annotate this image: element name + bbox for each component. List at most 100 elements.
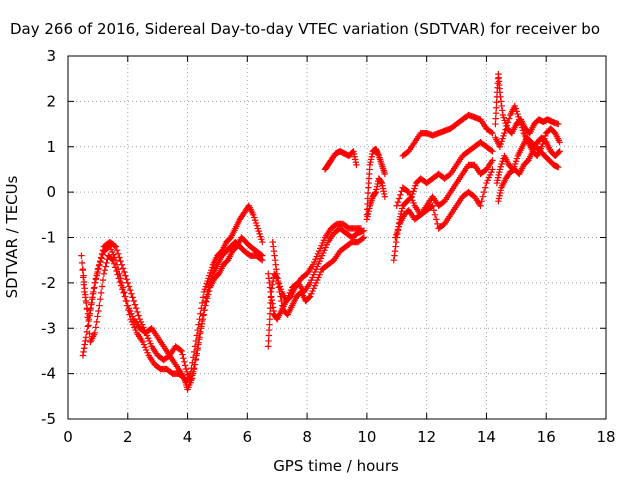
data-point [84,314,91,321]
data-point [277,293,284,300]
data-point [190,365,198,373]
data-point [87,306,94,314]
data-point [492,109,500,117]
data-point [198,320,206,327]
data-point [98,250,106,258]
data-point [395,195,403,202]
data-point [554,120,562,128]
series-track-3 [79,234,266,393]
data-point [79,266,87,273]
y-tick-label: 1 [46,138,56,156]
y-tick-label: -3 [41,319,56,337]
data-point [112,243,120,250]
data-point [134,308,141,316]
data-point [482,184,489,191]
data-point [89,290,97,297]
data-point [492,120,499,128]
data-point [265,343,272,350]
data-point [266,321,273,328]
data-point [118,261,125,268]
data-point [90,285,98,292]
data-point [404,188,411,195]
data-point [121,293,128,300]
data-point [204,291,212,298]
data-point [202,302,209,309]
y-tick-label: 0 [46,183,56,201]
data-point [306,294,313,301]
y-tick-label: 3 [46,47,56,65]
data-point [126,311,133,318]
data-point [103,259,110,267]
data-point [196,335,203,343]
data-point [125,283,133,290]
data-point [84,323,91,330]
data-point [116,254,123,261]
series-track-13 [399,111,496,160]
data-point [86,330,93,337]
data-point [91,279,99,287]
data-point [80,272,87,279]
data-point [430,207,438,214]
data-point [180,354,187,362]
data-point [85,322,92,329]
data-point [265,332,273,339]
data-point [110,260,118,268]
data-point [505,115,513,122]
grid-lines [68,56,606,419]
data-point [434,220,441,228]
data-point [489,129,496,137]
data-point [199,294,207,301]
data-point [131,301,139,308]
data-point [381,193,389,200]
data-point [88,301,95,308]
data-point [275,284,282,291]
data-point [91,329,99,336]
data-point [381,170,389,178]
data-point [265,337,272,345]
series-track-2 [79,238,266,386]
data-point [178,347,185,355]
series-track-9 [363,175,389,223]
data-point [126,286,134,294]
data-point [353,161,360,169]
data-point [80,278,88,286]
data-point [113,247,121,254]
y-axis-label: SDTVAR / TECUs [3,175,21,298]
data-point [82,297,90,305]
data-point [502,126,509,133]
data-point [95,307,102,315]
data-point [556,148,563,155]
data-point [200,311,207,318]
data-point [81,285,88,292]
x-axis-ticks: 0 2 4 6 8 10 12 14 16 18 [63,56,616,446]
data-point [101,266,108,274]
data-point [181,362,189,369]
data-point [78,252,85,259]
data-point [128,290,135,297]
series-track-7 [321,148,360,173]
y-tick-label: -2 [41,274,56,292]
data-point [501,129,508,137]
data-point [94,313,101,320]
data-point [118,282,125,289]
data-point [99,276,107,284]
data-point [279,302,286,309]
data-point [276,288,283,296]
data-point [503,122,510,130]
data-point [203,298,210,306]
data-point [99,247,107,254]
data-point [120,268,128,276]
data-point [89,296,96,303]
chart-title: Day 266 of 2016, Sidereal Day-to-day VTE… [10,20,600,38]
x-tick-label: 12 [417,428,436,446]
x-tick-label: 10 [357,428,376,446]
data-point [125,306,132,314]
data-point [117,257,124,265]
data-point [93,318,100,326]
series-track-6 [269,234,368,318]
series-track-12 [393,166,496,232]
y-tick-label: -4 [41,365,56,383]
data-point [397,191,404,199]
data-point [196,330,204,337]
